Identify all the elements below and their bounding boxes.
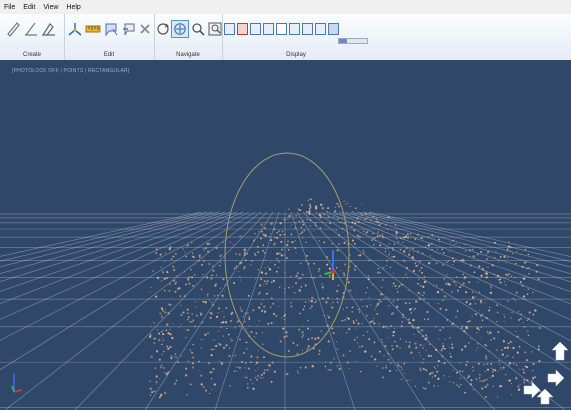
point-size-slider-fill [339, 39, 348, 43]
ribbon-group-create: Create [0, 14, 65, 60]
orbit-ring[interactable] [224, 152, 350, 358]
zoom-icon[interactable] [189, 20, 207, 38]
display-mode-8-icon[interactable] [315, 23, 326, 35]
ruler-icon[interactable] [84, 20, 102, 38]
point-cloud-scene[interactable] [0, 60, 571, 410]
3d-viewport[interactable]: [PHOTOLOCK OFF | POINTS | RECTANGULAR] [0, 60, 571, 410]
menu-file[interactable]: File [4, 3, 16, 11]
corner-axes-icon [11, 374, 23, 393]
menu-bar: File Edit View Help [0, 0, 571, 14]
line-icon[interactable] [22, 20, 40, 38]
delete-icon[interactable] [136, 20, 154, 38]
gizmo-axes-icon[interactable] [324, 250, 335, 280]
pan-icon[interactable] [171, 20, 189, 38]
orbit-icon[interactable] [154, 20, 172, 38]
display-mode-2-icon[interactable] [237, 23, 248, 35]
ribbon-group-label: Display [286, 52, 306, 58]
lasso-minus-icon[interactable] [120, 20, 138, 38]
display-mode-3-icon[interactable] [250, 23, 261, 35]
navigation-cube-icon[interactable] [523, 341, 569, 405]
ribbon-toolbar: Create Edit Navigate [0, 14, 571, 61]
ribbon-group-label: Navigate [176, 52, 200, 58]
display-mode-6-icon[interactable] [289, 23, 300, 35]
display-mode-5-icon[interactable] [276, 23, 287, 35]
lasso-icon[interactable] [102, 20, 120, 38]
menu-help[interactable]: Help [66, 3, 81, 11]
ribbon-group-display: Display [222, 14, 370, 60]
display-mode-7-icon[interactable] [302, 23, 313, 35]
viewport-status: [PHOTOLOCK OFF | POINTS | RECTANGULAR] [12, 68, 130, 74]
zoom-extents-icon[interactable] [206, 20, 224, 38]
axes-icon[interactable] [66, 20, 84, 38]
ribbon-group-label: Create [22, 52, 41, 58]
display-mode-1-icon[interactable] [224, 23, 235, 35]
draw-shape-icon[interactable] [40, 20, 58, 38]
pencil-icon[interactable] [4, 20, 22, 38]
menu-view[interactable]: View [43, 3, 59, 11]
ribbon-group-navigate: Navigate [154, 14, 223, 60]
point-size-slider[interactable] [338, 38, 368, 44]
point-cloud [148, 198, 541, 399]
display-mode-4-icon[interactable] [263, 23, 274, 35]
display-mode-9-icon[interactable] [328, 23, 339, 35]
ribbon-group-edit: Edit [64, 14, 155, 60]
menu-edit[interactable]: Edit [23, 3, 36, 11]
ribbon-group-label: Edit [103, 52, 115, 58]
